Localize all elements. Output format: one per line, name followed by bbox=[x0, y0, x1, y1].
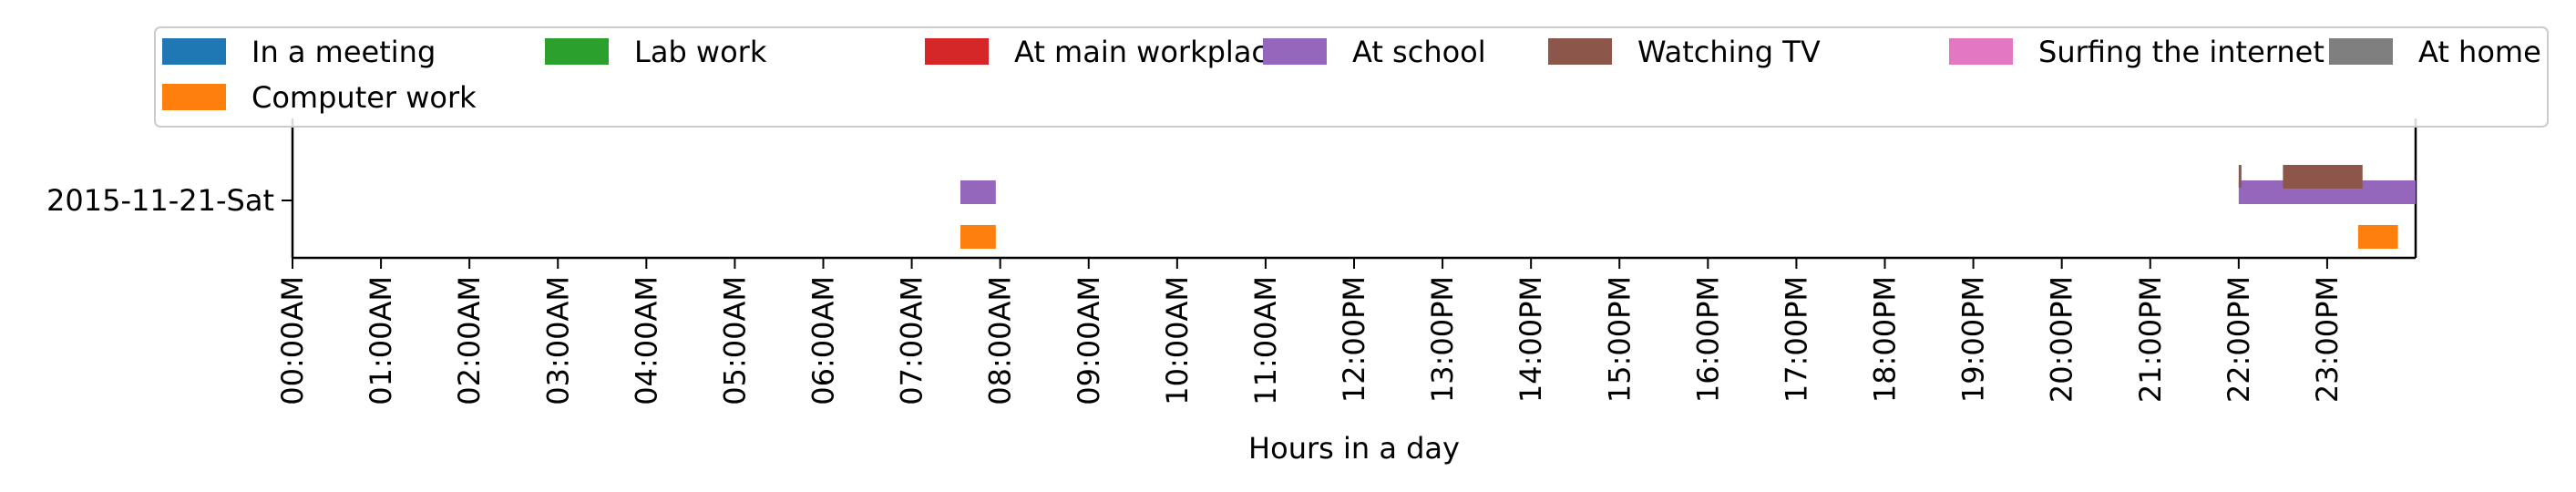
x-tick-label: 03:00AM bbox=[540, 276, 575, 405]
legend-swatch bbox=[2329, 38, 2393, 65]
x-tick-label: 10:00AM bbox=[1160, 276, 1195, 405]
x-tick-label: 21:00PM bbox=[2133, 276, 2168, 403]
x-tick-label: 20:00PM bbox=[2045, 276, 2079, 403]
x-tick-label: 12:00PM bbox=[1337, 276, 1371, 403]
legend-label: Watching TV bbox=[1637, 35, 1821, 69]
x-tick-label: 04:00AM bbox=[629, 276, 663, 405]
x-tick-label: 06:00AM bbox=[806, 276, 841, 405]
x-tick-label: 02:00AM bbox=[452, 276, 487, 405]
legend-label: Surfing the internet bbox=[2038, 35, 2325, 69]
x-tick-label: 19:00PM bbox=[1956, 276, 1991, 403]
timeline-bar-watching-tv bbox=[2238, 165, 2242, 188]
x-tick-label: 18:00PM bbox=[1868, 276, 1903, 403]
timeline-bar-at-school bbox=[960, 180, 996, 204]
legend-label: At home bbox=[2418, 35, 2541, 69]
x-tick-label: 13:00PM bbox=[1425, 276, 1460, 403]
x-axis-label: Hours in a day bbox=[1248, 431, 1460, 466]
x-tick-label: 16:00PM bbox=[1690, 276, 1725, 403]
legend-swatch bbox=[1949, 38, 2013, 65]
x-tick-label: 15:00PM bbox=[1602, 276, 1637, 403]
legend-label: At school bbox=[1352, 35, 1486, 69]
timeline-bar-computer-work bbox=[2357, 225, 2398, 249]
x-tick-label: 00:00AM bbox=[275, 276, 310, 405]
legend-swatch bbox=[1548, 38, 1612, 65]
legend-label: Lab work bbox=[634, 35, 767, 69]
x-tick-label: 09:00AM bbox=[1072, 276, 1106, 405]
legend-swatch bbox=[162, 84, 226, 110]
x-tick-label: 17:00PM bbox=[1779, 276, 1813, 403]
x-tick-label: 05:00AM bbox=[717, 276, 752, 405]
x-tick-label: 14:00PM bbox=[1514, 276, 1548, 403]
timeline-bar-watching-tv bbox=[2283, 165, 2363, 189]
x-tick-label: 22:00PM bbox=[2222, 276, 2256, 403]
y-tick-label: 2015-11-21-Sat bbox=[46, 183, 274, 218]
legend-swatch bbox=[545, 38, 609, 65]
legend-swatch bbox=[162, 38, 226, 65]
x-tick-label: 01:00AM bbox=[364, 276, 398, 405]
legend-label: In a meeting bbox=[251, 35, 436, 69]
legend-swatch bbox=[925, 38, 989, 65]
x-axis: 00:00AM 01:00AM 02:00AM 03:00AM 04:00AM 05:00… bbox=[275, 258, 2345, 405]
x-tick-label: 11:00AM bbox=[1248, 276, 1283, 405]
axes-frame bbox=[291, 118, 2417, 260]
bars-layer bbox=[960, 165, 2416, 249]
y-axis: 2015-11-21-Sat bbox=[46, 183, 292, 218]
legend-swatch bbox=[1263, 38, 1327, 65]
legend: In a meeting Lab work At main workplace At … bbox=[154, 26, 2549, 128]
x-tick-label: 08:00AM bbox=[983, 276, 1018, 405]
legend-label: At main workplace bbox=[1014, 35, 1286, 69]
x-tick-label: 23:00PM bbox=[2310, 276, 2345, 403]
x-tick-label: 07:00AM bbox=[895, 276, 929, 405]
legend-label: Computer work bbox=[251, 80, 477, 115]
timeline-bar-computer-work bbox=[960, 225, 996, 249]
